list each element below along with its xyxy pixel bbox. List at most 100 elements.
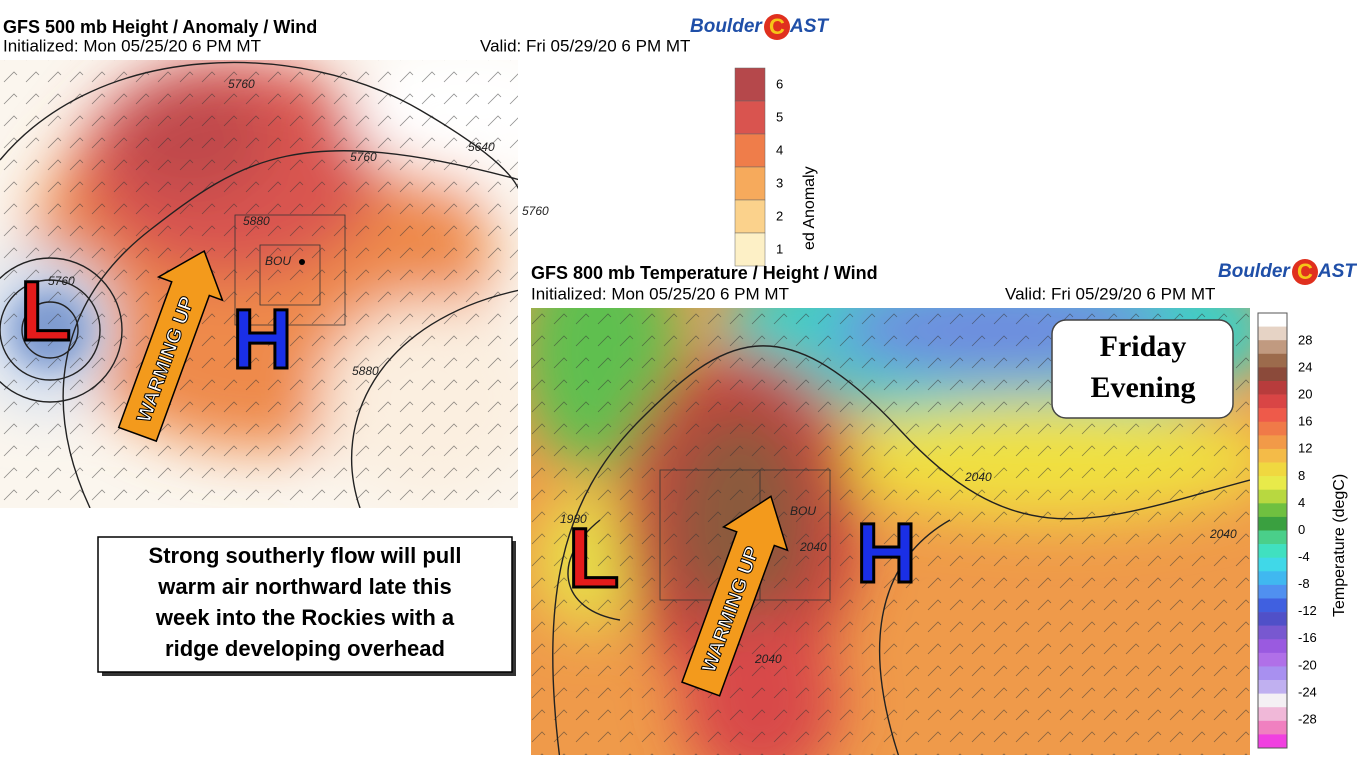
colorbar-block: [734, 166, 766, 201]
colorbar-tick: 12: [1298, 441, 1312, 456]
brand-icon: C: [1297, 259, 1313, 284]
colorbar-block: [734, 133, 766, 168]
colorbar-block: [1258, 680, 1287, 694]
colorbar-500: 6 5 4 3 2 1: [734, 67, 783, 267]
label-box: Friday Evening: [1051, 319, 1234, 419]
colorbar-tick: -16: [1298, 630, 1317, 645]
colorbar-block: [1258, 340, 1287, 355]
colorbar-tick: -12: [1298, 603, 1317, 618]
contour-label: 5880: [352, 364, 379, 378]
colorbar-block: [1258, 544, 1287, 558]
colorbar-block: [1258, 462, 1287, 477]
colorbar-block: [1258, 652, 1287, 667]
colorbar-block: [1258, 516, 1287, 531]
colorbar-tick: 4: [1298, 495, 1305, 510]
colorbar-tick: 4: [776, 142, 783, 157]
colorbar-block: [1258, 530, 1287, 545]
colorbar-block: [1258, 489, 1287, 504]
callout-line: ridge developing overhead: [165, 636, 445, 661]
colorbar-tick: 3: [776, 175, 783, 190]
colorbar-block: [1258, 625, 1287, 640]
brand-500: Boulder C AST: [690, 14, 829, 40]
initialized-800: Initialized: Mon 05/25/20 6 PM MT: [531, 284, 789, 303]
station-800: BOU: [790, 504, 816, 518]
colorbar-block: [1258, 394, 1287, 409]
colorbar-block: [1258, 421, 1287, 436]
brand-800: Boulder C AST: [1218, 259, 1357, 285]
contour-label: 5640: [468, 140, 495, 154]
brand-right: AST: [789, 16, 829, 37]
colorbar-block: [1258, 571, 1287, 586]
colorbar-tick: -28: [1298, 711, 1317, 726]
contour-label: 2040: [754, 652, 782, 666]
brand-left: Boulder: [1218, 261, 1291, 282]
colorbar-block: [1258, 408, 1287, 423]
colorbar-tick: 20: [1298, 387, 1312, 402]
colorbar-block: [734, 199, 766, 234]
high-500: H: [232, 292, 293, 386]
title-500: GFS 500 mb Height / Anomaly / Wind: [3, 17, 317, 37]
colorbar-block: [1258, 598, 1287, 613]
colorbar-tick: -4: [1298, 549, 1310, 564]
colorbar-block: [1258, 367, 1287, 382]
colorbar-tick: 5: [776, 109, 783, 124]
colorbar-tick: 16: [1298, 414, 1312, 429]
contour-label: 1980: [560, 512, 587, 526]
valid-800: Valid: Fri 05/29/20 6 PM MT: [1005, 284, 1215, 303]
colorbar-block: [1258, 666, 1287, 681]
colorbar-block: [734, 232, 766, 267]
colorbar-tick: 1: [776, 241, 783, 256]
colorbar-block: [1258, 720, 1287, 735]
contour-label: 5760: [350, 150, 377, 164]
colorbar-tick: 0: [1298, 522, 1305, 537]
colorbar-tick: 2: [776, 208, 783, 223]
map-500: [0, 60, 518, 508]
callout-line: Strong southerly flow will pull: [149, 543, 462, 568]
contour-label: 2040: [799, 540, 827, 554]
brand-icon: C: [769, 14, 785, 39]
colorbar-block: [1258, 380, 1287, 395]
title-800: GFS 800 mb Temperature / Height / Wind: [531, 263, 878, 283]
contour-label: 2040: [964, 470, 992, 484]
colorbar-block: [1258, 584, 1287, 599]
colorbar-tick: 6: [776, 76, 783, 91]
colorbar-block: [1258, 693, 1287, 708]
colorbar-label: ed Anomaly: [801, 166, 818, 250]
valid-500: Valid: Fri 05/29/20 6 PM MT: [480, 36, 690, 55]
colorbar-frame: [1257, 312, 1288, 749]
colorbar-block: [1258, 707, 1287, 722]
colorbar-block: [1258, 313, 1287, 327]
colorbar-block: [1258, 448, 1287, 463]
high-800: H: [856, 506, 917, 600]
colorbar-block: [1258, 476, 1287, 491]
low-500: L: [20, 264, 71, 358]
brand-left: Boulder: [690, 16, 763, 37]
map-800: [531, 308, 1250, 755]
initialized-500: Initialized: Mon 05/25/20 6 PM MT: [3, 36, 261, 55]
colorbar-tick: 8: [1298, 468, 1305, 483]
contour-label: 5880: [243, 214, 270, 228]
callout: Strong southerly flow will pull warm air …: [97, 536, 516, 676]
colorbar-block: [734, 100, 766, 135]
colorbar-tick: 28: [1298, 332, 1312, 347]
colorbar-label: Temperature (degC): [1331, 474, 1348, 617]
colorbar-block: [1258, 734, 1287, 749]
station-500: BOU: [265, 254, 291, 268]
colorbar-block: [1258, 435, 1287, 450]
contour-label: 5760: [48, 274, 75, 288]
colorbar-block: [1258, 612, 1287, 626]
contour-label: 5760: [228, 77, 255, 91]
colorbar-block: [1258, 353, 1287, 368]
colorbar-800: 28 24 20 16 12 8 4 0 -4 -8 -12 -16 -20 -24 -28: [1257, 312, 1317, 749]
colorbar-tick: -8: [1298, 576, 1310, 591]
brand-logo: [764, 14, 790, 40]
contour-label: 5760: [522, 204, 549, 218]
brand-logo: [1292, 259, 1318, 285]
colorbar-block: [1258, 326, 1287, 341]
label-line: Evening: [1090, 371, 1195, 404]
contour-labels: 5760 5640 5760 5760 5880 5880 5760 1980 2040 2040…: [48, 77, 1237, 666]
callout-line: week into the Rockies with a: [155, 605, 455, 630]
contour-label: 2040: [1209, 527, 1237, 541]
colorbar-block: [1258, 557, 1287, 572]
